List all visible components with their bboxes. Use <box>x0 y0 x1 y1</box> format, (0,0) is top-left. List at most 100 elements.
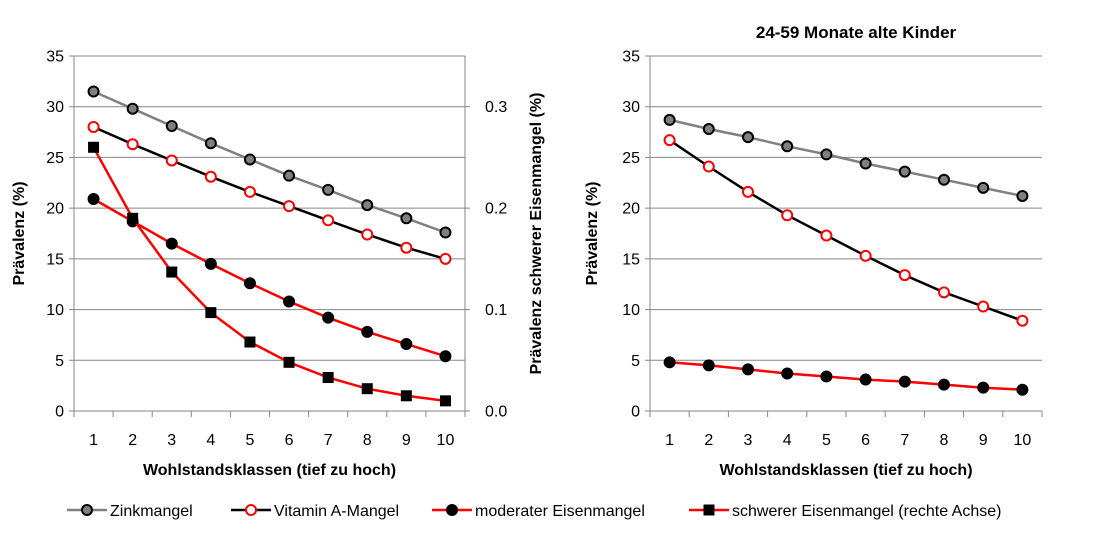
data-point-zinkmangel <box>898 165 911 178</box>
data-point-zinkmangel <box>938 173 950 186</box>
legend-label: schwerer Eisenmangel (rechte Achse) <box>732 503 1001 520</box>
data-point-vitamin-a-mangel <box>663 134 676 147</box>
data-point-vitamin-a-mangel <box>742 185 754 198</box>
data-point-moderater-eisenmangel <box>204 257 217 270</box>
data-point-moderater-eisenmangel <box>820 370 833 383</box>
y-tick-label: 15 <box>622 251 640 268</box>
data-point-schwerer-eisenmangel-rechte-achse <box>205 307 217 319</box>
x-tick-label: 2 <box>704 432 713 449</box>
data-point-schwerer-eisenmangel-rechte-achse <box>283 356 295 368</box>
series-line-zinkmangel <box>669 118 1023 198</box>
data-point-zinkmangel <box>820 148 833 161</box>
data-point-zinkmangel <box>439 226 452 239</box>
x-tick-label: 6 <box>861 432 870 449</box>
x-tick-label: 3 <box>744 432 753 449</box>
y-tick-label: 5 <box>55 353 64 370</box>
y-tick-label: 30 <box>46 99 64 116</box>
series-line-moderater-eisenmangel <box>669 361 1023 391</box>
data-point-zinkmangel <box>742 131 754 144</box>
data-point-moderater-eisenmangel <box>859 373 872 386</box>
data-point-zinkmangel <box>400 212 413 225</box>
data-point-schwerer-eisenmangel-rechte-achse <box>400 390 412 402</box>
x-tick-label: 9 <box>402 432 411 449</box>
data-point-moderater-eisenmangel <box>702 359 715 372</box>
y-tick-label: 0 <box>55 404 64 421</box>
data-point-moderater-eisenmangel <box>322 311 335 324</box>
data-point-zinkmangel <box>283 169 296 182</box>
data-point-moderater-eisenmangel <box>898 375 911 388</box>
data-point-moderater-eisenmangel <box>165 237 178 250</box>
y-right-tick-label: 0.2 <box>485 201 507 218</box>
y-tick-label: 30 <box>622 99 640 116</box>
x-tick-label: 1 <box>89 432 98 449</box>
data-point-zinkmangel <box>243 153 256 166</box>
data-point-schwerer-eisenmangel-rechte-achse <box>166 266 178 278</box>
y-tick-label: 10 <box>46 302 64 319</box>
data-point-vitamin-a-mangel <box>126 138 139 151</box>
y-tick-label: 15 <box>46 251 64 268</box>
chart-panel-1: 0 5 10 15 20 25 30 35 1 2 3 4 5 6 7 8 9 10 0.0 0.1 0.2 0.3 Prä… <box>11 49 545 480</box>
y-axis-label: Prävalenz (%) <box>584 181 601 285</box>
data-point-vitamin-a-mangel <box>283 200 296 213</box>
data-point-moderater-eisenmangel <box>1016 383 1029 396</box>
data-point-zinkmangel <box>204 137 217 150</box>
data-point-moderater-eisenmangel <box>439 350 452 363</box>
x-tick-label: 5 <box>822 432 831 449</box>
data-point-zinkmangel <box>165 119 178 132</box>
legend-item-moderater-eisenmangel: moderater Eisenmangel <box>432 503 645 520</box>
x-tick-label: 7 <box>900 432 909 449</box>
legend-item-zinkmangel: Zinkmangel <box>67 503 193 520</box>
data-point-schwerer-eisenmangel-rechte-achse <box>244 336 256 348</box>
data-point-moderater-eisenmangel <box>361 325 374 338</box>
data-point-zinkmangel <box>1016 189 1029 202</box>
legend-marker <box>703 504 715 516</box>
data-point-zinkmangel <box>702 123 715 136</box>
data-point-vitamin-a-mangel <box>1016 314 1029 327</box>
data-point-vitamin-a-mangel <box>938 286 950 299</box>
legend-label: Zinkmangel <box>110 503 193 520</box>
data-point-moderater-eisenmangel <box>977 381 990 394</box>
data-point-moderater-eisenmangel <box>243 277 256 290</box>
data-point-moderater-eisenmangel <box>938 378 950 391</box>
data-point-moderater-eisenmangel <box>87 193 100 206</box>
data-point-zinkmangel <box>663 113 676 126</box>
data-point-vitamin-a-mangel <box>165 154 178 167</box>
series-line-vitamin-a-mangel <box>668 139 1023 322</box>
series-line-zinkmangel <box>92 90 446 234</box>
data-point-moderater-eisenmangel <box>400 338 413 351</box>
x-tick-label: 6 <box>285 432 294 449</box>
data-point-vitamin-a-mangel <box>361 228 374 241</box>
x-tick-label: 4 <box>783 432 792 449</box>
data-point-moderater-eisenmangel <box>781 367 794 380</box>
x-tick-label: 5 <box>245 432 254 449</box>
x-tick-label: 10 <box>437 432 455 449</box>
y-tick-label: 35 <box>622 49 640 66</box>
legend-label: Vitamin A-Mangel <box>274 503 399 520</box>
data-point-zinkmangel <box>322 183 335 196</box>
y-tick-label: 10 <box>622 302 640 319</box>
data-point-vitamin-a-mangel <box>781 209 794 222</box>
y-tick-label: 25 <box>46 150 64 167</box>
data-point-vitamin-a-mangel <box>820 229 833 242</box>
data-point-zinkmangel <box>977 181 990 194</box>
y-axis-right-label: Prävalenz schwerer Eisenmangel (%) <box>528 93 545 375</box>
y-right-tick-label: 0.3 <box>485 99 507 116</box>
y-right-tick-label: 0.0 <box>485 404 507 421</box>
x-axis-label: Wohlstandsklassen (tief zu hoch) <box>719 462 972 479</box>
y-tick-label: 35 <box>46 49 64 66</box>
series-line-schwerer-eisenmangel-rechte-achse <box>92 146 446 403</box>
data-point-vitamin-a-mangel <box>898 269 911 282</box>
data-point-schwerer-eisenmangel-rechte-achse <box>361 383 373 395</box>
x-tick-label: 8 <box>363 432 372 449</box>
chart-panel-2: 0 5 10 15 20 25 30 35 1 2 3 4 5 6 7 8 9 10 Prävalenz (%) Wo… <box>584 23 1043 479</box>
data-point-moderater-eisenmangel <box>742 363 754 376</box>
chart-title: 24-59 Monate alte Kinder <box>756 23 957 42</box>
data-point-schwerer-eisenmangel-rechte-achse <box>439 395 451 407</box>
x-tick-label: 2 <box>128 432 137 449</box>
data-point-moderater-eisenmangel <box>663 356 676 369</box>
x-tick-label: 4 <box>206 432 215 449</box>
y-tick-label: 25 <box>622 150 640 167</box>
series-line-vitamin-a-mangel <box>92 125 446 261</box>
